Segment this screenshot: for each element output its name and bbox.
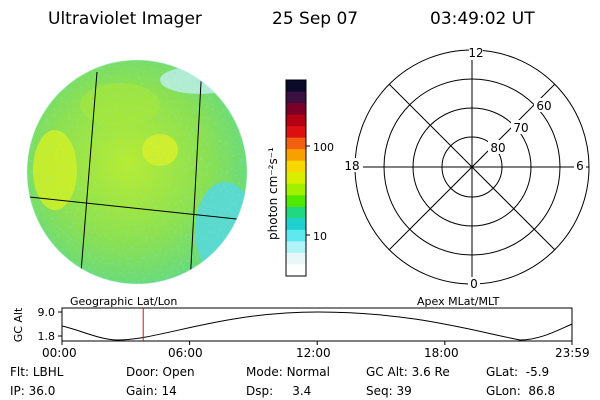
colorbar-band <box>286 195 306 208</box>
time-tick-1200: 12:00 <box>296 346 331 360</box>
colorbar-tick-10: 10 <box>313 230 327 243</box>
mlat-label-60: 60 <box>536 99 551 113</box>
time-tick-0000: 00:00 <box>42 346 77 360</box>
instrument-title: Ultraviolet Imager <box>48 9 202 29</box>
glat-field: GLat: -5.9 <box>486 365 550 379</box>
geographic-label: Geographic Lat/Lon <box>70 295 177 308</box>
colorbar-band <box>286 103 306 116</box>
colorbar-unit-label: photon cm⁻²s⁻¹ <box>266 147 280 240</box>
seq-value: 39 <box>396 384 412 398</box>
colorbar-band <box>286 218 306 231</box>
filter-field: Flt: LBHL <box>10 365 64 379</box>
glon-field: GLon: 86.8 <box>486 384 556 398</box>
colorbar-band <box>286 160 306 173</box>
colorbar-band <box>286 229 306 243</box>
orbit-altitude-panel: Geographic Lat/Lon Apex MLat/MLT 9.0 1.8… <box>12 295 573 345</box>
colorbar-band <box>286 91 306 104</box>
glon-value: 86.8 <box>528 384 556 398</box>
mlt-label-6: 6 <box>576 159 584 173</box>
apex-label: Apex MLat/MLT <box>417 295 500 308</box>
polar-mlt-grid <box>354 49 590 285</box>
mode-field: Mode: Normal <box>246 365 330 379</box>
colorbar-band <box>286 206 306 219</box>
colorbar-band <box>286 264 306 277</box>
time-tick-0600: 06:00 <box>168 346 203 360</box>
colorbar-band <box>286 183 306 196</box>
ip-value: 36.0 <box>28 384 56 398</box>
colorbar-band <box>286 252 306 266</box>
colorbar-band <box>286 126 306 139</box>
colorbar-tick-100: 100 <box>313 141 334 154</box>
seq-field: Seq: 39 <box>366 384 412 398</box>
mlt-label-12: 12 <box>468 46 483 60</box>
glat-value: -5.9 <box>525 365 550 379</box>
colorbar-band <box>286 149 306 162</box>
colorbar-band <box>286 114 306 127</box>
colorbar-band <box>286 241 306 254</box>
door-field: Door: Open <box>126 365 195 379</box>
image-date: 25 Sep 07 <box>272 9 359 29</box>
colorbar-band <box>286 137 306 150</box>
colorbar-band <box>286 80 306 93</box>
gc-alt-value: 3.6 Re <box>411 365 450 379</box>
mlt-label-18: 18 <box>344 159 359 173</box>
alt-tick-9: 9.0 <box>38 306 56 319</box>
filter-value: LBHL <box>32 365 64 379</box>
color-scale-bar <box>285 79 307 277</box>
mlat-label-80: 80 <box>490 141 505 155</box>
mlat-label-70: 70 <box>513 121 528 135</box>
time-tick-2359: 23:59 <box>555 346 590 360</box>
gain-value: 14 <box>161 384 177 398</box>
gain-field: Gain: 14 <box>126 384 177 398</box>
door-value: Open <box>162 365 195 379</box>
uv-earth-image <box>27 60 247 284</box>
colorbar-band <box>286 172 306 185</box>
dsp-field: Dsp: 3.4 <box>246 384 312 398</box>
ip-field: IP: 36.0 <box>10 384 56 398</box>
alt-axis-label: GC Alt <box>12 307 25 342</box>
alt-tick-1_8: 1.8 <box>38 330 56 343</box>
time-tick-1800: 18:00 <box>424 346 459 360</box>
mode-value: Normal <box>286 365 330 379</box>
image-time: 03:49:02 UT <box>430 9 535 29</box>
mlt-label-0: 0 <box>470 277 478 291</box>
colorbar-frame <box>285 79 307 277</box>
gc-alt-field: GC Alt: 3.6 Re <box>366 365 450 379</box>
dsp-value: 3.4 <box>292 384 312 398</box>
